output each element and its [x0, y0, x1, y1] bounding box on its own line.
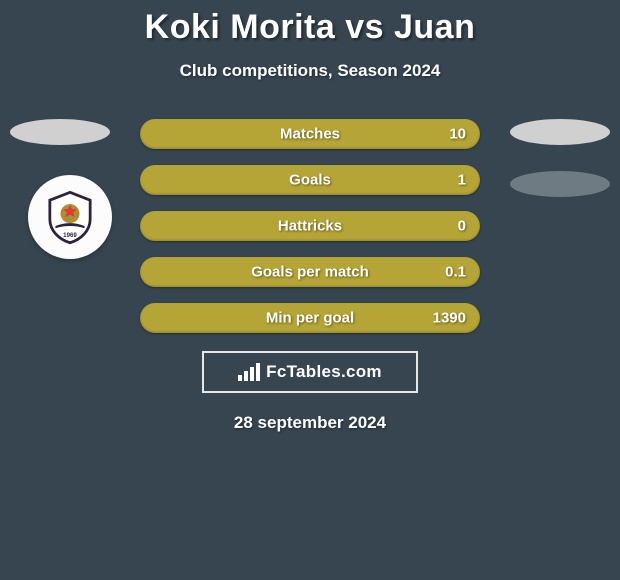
stats-bars: Matches 10 Goals 1 Hattricks 0 Goals per…	[140, 119, 480, 333]
left-player-oval	[10, 119, 110, 145]
stat-value: 0	[458, 218, 466, 235]
stat-value: 1	[458, 172, 466, 189]
stat-bar: Hattricks 0	[140, 211, 480, 241]
right-player-oval	[510, 119, 610, 145]
stat-label: Goals per match	[251, 264, 369, 281]
stat-label: Min per goal	[266, 310, 354, 327]
stat-label: Matches	[280, 126, 340, 143]
page-title: Koki Morita vs Juan	[0, 0, 620, 47]
brand-badge[interactable]: FcTables.com	[202, 351, 418, 393]
footer-date: 28 september 2024	[0, 413, 620, 433]
stat-bar: Goals per match 0.1	[140, 257, 480, 287]
right-player-oval-secondary	[510, 171, 610, 197]
stat-value: 1390	[433, 310, 466, 327]
stat-bar: Goals 1	[140, 165, 480, 195]
page-subtitle: Club competitions, Season 2024	[0, 61, 620, 81]
stat-bar: Matches 10	[140, 119, 480, 149]
stat-label: Hattricks	[278, 218, 342, 235]
stat-label: Goals	[289, 172, 331, 189]
brand-text: FcTables.com	[266, 362, 382, 382]
svg-text:1969: 1969	[63, 232, 77, 239]
stat-value: 0.1	[445, 264, 466, 281]
club-crest-svg: 1969	[42, 189, 98, 245]
stat-bar: Min per goal 1390	[140, 303, 480, 333]
stat-value: 10	[449, 126, 466, 143]
comparison-content: 1969 Matches 10 Goals 1 Hattricks 0 Goal…	[0, 119, 620, 433]
club-crest-icon: 1969	[28, 175, 112, 259]
bar-chart-icon	[238, 363, 260, 381]
